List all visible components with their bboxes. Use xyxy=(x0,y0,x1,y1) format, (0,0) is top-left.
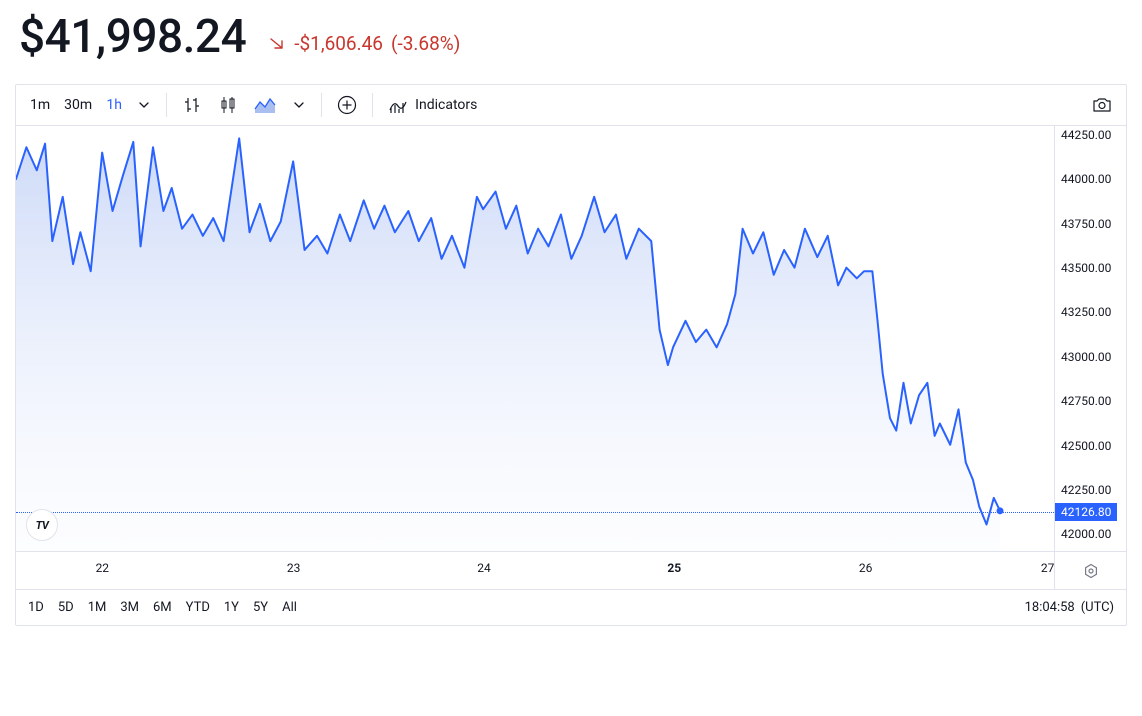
range-5y[interactable]: 5Y xyxy=(253,600,268,615)
arrow-down-right-icon xyxy=(268,34,286,52)
current-price-line xyxy=(16,512,1054,513)
interval-group: 1m 30m 1h xyxy=(24,91,158,119)
indicators-label: Indicators xyxy=(415,97,477,113)
separator xyxy=(372,93,373,117)
current-price-tag: 42126.80 xyxy=(1055,503,1117,521)
range-all[interactable]: All xyxy=(282,600,297,615)
range-list: 1D 5D 1M 3M 6M YTD 1Y 5Y All xyxy=(28,600,297,615)
range-1d[interactable]: 1D xyxy=(28,600,44,615)
separator xyxy=(166,93,167,117)
axis-settings-button[interactable] xyxy=(1054,551,1126,589)
settings-icon xyxy=(1083,563,1099,579)
range-5d[interactable]: 5D xyxy=(58,600,74,615)
price-change: -$1,606.46 (-3.68%) xyxy=(268,32,460,55)
y-tick-label: 44000.00 xyxy=(1061,172,1111,186)
range-1y[interactable]: 1Y xyxy=(224,600,239,615)
area-icon-button[interactable] xyxy=(247,91,283,119)
snapshot-button[interactable] xyxy=(1086,91,1118,119)
plot-area[interactable] xyxy=(16,126,1054,551)
y-tick-label: 43500.00 xyxy=(1061,261,1111,275)
chart-type-dropdown[interactable] xyxy=(285,91,313,119)
chart-container: 1m 30m 1h xyxy=(15,84,1127,626)
timezone: (UTC) xyxy=(1081,600,1114,615)
range-3m[interactable]: 3M xyxy=(120,600,139,615)
x-tick-label: 24 xyxy=(477,561,491,575)
interval-1h[interactable]: 1h xyxy=(100,91,128,119)
y-tick-label: 42250.00 xyxy=(1061,483,1111,497)
y-tick-label: 42500.00 xyxy=(1061,439,1111,453)
plus-circle-icon xyxy=(336,94,358,116)
chart-body: 44250.00 44000.00 43750.00 43500.00 43250.00… xyxy=(16,125,1126,589)
x-tick-label: 27 xyxy=(1041,561,1055,575)
candles-icon-button[interactable] xyxy=(211,91,245,119)
x-tick-label: 25 xyxy=(667,561,681,575)
y-tick-label: 43000.00 xyxy=(1061,350,1111,364)
x-tick-label: 26 xyxy=(859,561,873,575)
tradingview-badge[interactable]: TV xyxy=(26,509,58,541)
range-6m[interactable]: 6M xyxy=(153,600,172,615)
chart-type-group xyxy=(175,91,313,119)
change-percent: (-3.68%) xyxy=(391,32,460,55)
interval-dropdown[interactable] xyxy=(130,91,158,119)
change-value: -$1,606.46 xyxy=(294,32,383,55)
y-tick-label: 42000.00 xyxy=(1061,527,1111,541)
range-ytd[interactable]: YTD xyxy=(186,600,210,615)
indicators-button[interactable]: Indicators xyxy=(381,91,483,119)
chevron-down-icon xyxy=(293,99,305,111)
y-tick-label: 43250.00 xyxy=(1061,305,1111,319)
candles-icon xyxy=(217,94,239,116)
y-tick-label: 44250.00 xyxy=(1061,128,1111,142)
x-tick-label: 22 xyxy=(96,561,110,575)
bars-icon xyxy=(181,94,203,116)
interval-1m[interactable]: 1m xyxy=(24,91,56,119)
compare-button[interactable] xyxy=(330,91,364,119)
chart-toolbar: 1m 30m 1h xyxy=(16,85,1126,125)
range-bar: 1D 5D 1M 3M 6M YTD 1Y 5Y All 18:04:58 (UTC) xyxy=(16,589,1126,625)
y-axis[interactable]: 44250.00 44000.00 43750.00 43500.00 43250.00… xyxy=(1054,126,1126,589)
area-icon xyxy=(253,94,277,116)
chevron-down-icon xyxy=(138,99,150,111)
camera-icon xyxy=(1091,94,1113,116)
interval-30m[interactable]: 30m xyxy=(58,91,98,119)
y-tick-label: 42750.00 xyxy=(1061,394,1111,408)
indicators-icon xyxy=(387,94,409,116)
x-axis[interactable]: 22 23 24 25 26 27 xyxy=(16,551,1054,589)
time-display[interactable]: 18:04:58 (UTC) xyxy=(1025,600,1114,615)
separator xyxy=(321,93,322,117)
price-main: $41,998.24 xyxy=(19,10,246,64)
x-tick-label: 23 xyxy=(287,561,301,575)
bars-icon-button[interactable] xyxy=(175,91,209,119)
range-1m[interactable]: 1M xyxy=(88,600,107,615)
clock-time: 18:04:58 xyxy=(1025,600,1075,615)
y-tick-label: 43750.00 xyxy=(1061,217,1111,231)
